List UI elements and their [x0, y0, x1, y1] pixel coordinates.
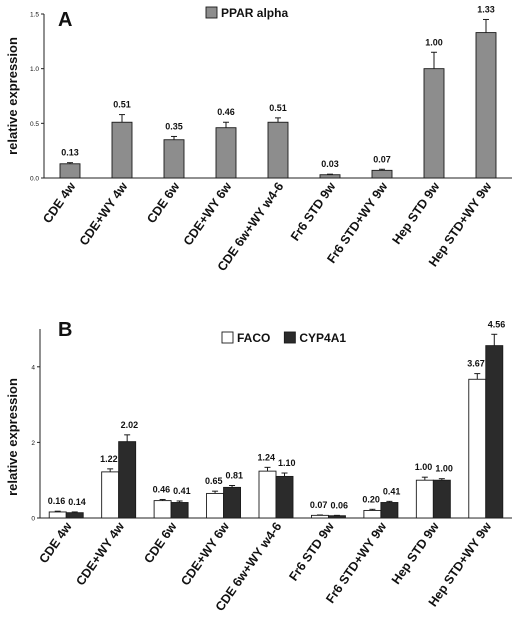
panel-b-legend-swatch	[283, 331, 296, 344]
panel-b-xtick-label: CDE 4w	[37, 519, 75, 565]
panel-b-bar-cyp4a1	[275, 475, 294, 519]
panel-a-legend-label: PPAR alpha	[221, 6, 288, 20]
panel-b-bar-cyp4a1	[118, 441, 137, 519]
panel-a-data-label: 0.51	[113, 100, 131, 110]
panel-b-ytick-label: 0	[31, 516, 35, 523]
panel-a-letter: A	[58, 9, 72, 31]
panel-b-xtick-label: Hep STD 9w	[389, 519, 442, 586]
panel-b-data-label: 4.56	[488, 319, 506, 329]
panel-b-bar-cyp4a1	[432, 479, 451, 519]
panel-b-data-label: 0.16	[48, 496, 66, 506]
panel-b-bar-cyp4a1	[65, 512, 84, 519]
panel-b-data-label: 0.46	[153, 484, 171, 494]
panel-a-bar-ppar-alpha	[371, 169, 393, 179]
panel-b-data-label: 0.14	[68, 497, 86, 507]
panel-b-chart: 0 2 4 0.16 1.22 0.46 0.65 1.24 0.07 0.20 1.00 3.67 0…	[31, 319, 512, 614]
panel-a-bar-ppar-alpha	[475, 32, 497, 179]
panel-b-xtick-label: CDE+WY 6w	[178, 519, 232, 588]
panel-b-data-label: 2.02	[121, 420, 139, 430]
panel-b-bar-faco	[468, 378, 487, 519]
panel-a-data-label: 0.51	[269, 103, 287, 113]
panel-b-bar-cyp4a1	[170, 502, 189, 519]
panel-b-bar-cyp4a1	[380, 502, 399, 519]
panel-a-data-label: 0.35	[165, 121, 183, 131]
panel-b-legend-swatch	[221, 331, 234, 344]
panel-a-legend-swatch	[205, 6, 218, 19]
panel-b-xtick-label: Fr6 STD 9w	[286, 519, 337, 583]
panel-b-ytick-label: 2	[31, 440, 35, 447]
panel-a-bar-ppar-alpha	[215, 127, 237, 179]
panel-b-ytick-label: 4	[31, 364, 35, 371]
panel-a-bar-ppar-alpha	[163, 139, 185, 179]
panel-a-xtick-label: CDE+WY 4w	[77, 179, 131, 248]
panel-b-data-label: 3.67	[467, 359, 485, 369]
panel-a-ytick-label: 0.0	[30, 176, 39, 183]
panel-b-data-label: 1.24	[257, 452, 275, 462]
panel-b-data-label: 1.00	[415, 462, 433, 472]
panel-a-data-label: 0.13	[61, 148, 79, 158]
panel-b-legend-label: FACO	[237, 331, 270, 345]
panel-a-bar-ppar-alpha	[319, 174, 341, 179]
panel-a-data-label: 1.33	[477, 4, 495, 14]
panel-a-xtick-label: CDE 6w	[144, 179, 182, 225]
panel-b-bar-faco	[363, 509, 382, 519]
panel-b-data-label: 0.41	[173, 486, 191, 496]
panel-a-xtick-label: CDE 4w	[40, 179, 78, 225]
panel-b-bar-cyp4a1	[327, 515, 346, 519]
panel-a-ytick-label: 1.0	[30, 66, 39, 73]
panel-b-data-label: 0.65	[205, 476, 223, 486]
panel-a-ylabel: relative expression	[5, 37, 20, 155]
panel-b-data-label: 0.81	[226, 470, 244, 480]
panel-a-data-label: 0.03	[321, 159, 339, 169]
panel-a-bar-ppar-alpha	[111, 121, 133, 179]
panel-b-bar-faco	[153, 500, 172, 519]
panel-a-data-label: 0.46	[217, 107, 235, 117]
panel-b-legend-label: CYP4A1	[299, 331, 346, 345]
panel-b-data-label: 1.10	[278, 458, 296, 468]
panel-b-data-label: 1.22	[100, 454, 118, 464]
panel-b-xtick-label: CDE+WY 4w	[73, 519, 127, 588]
panel-b-letter: B	[58, 319, 72, 341]
panel-a-ytick-label: 1.5	[30, 12, 39, 19]
panel-b-bar-faco	[101, 471, 120, 519]
panel-b-bar-faco	[415, 479, 434, 519]
panel-b-bar-cyp4a1	[485, 345, 504, 519]
panel-a-xtick-label: Hep STD 9w	[390, 179, 443, 246]
panel-b-xtick-label: CDE 6w	[141, 519, 179, 565]
panel-b-data-label: 0.20	[362, 494, 380, 504]
panel-a-bar-ppar-alpha	[267, 121, 289, 179]
panel-b-bar-faco	[258, 470, 277, 519]
panel-b-bar-faco	[48, 511, 67, 519]
panel-b-bar-faco	[310, 514, 329, 519]
panel-b-ylabel: relative expression	[5, 378, 20, 496]
panel-a-bar-ppar-alpha	[59, 163, 81, 179]
panel-b-bar-faco	[206, 492, 225, 519]
panel-a-xtick-label: CDE+WY 6w	[181, 179, 235, 248]
panel-b-data-label: 1.00	[435, 464, 453, 474]
panel-a-ytick-label: 0.5	[30, 121, 39, 128]
panel-a-bar-ppar-alpha	[423, 68, 445, 179]
panel-a-xtick-label: Fr6 STD 9w	[288, 179, 339, 243]
panel-a-data-label: 1.00	[425, 37, 443, 47]
panel-b-data-label: 0.41	[383, 486, 401, 496]
panel-a-data-label: 0.07	[373, 154, 391, 164]
panel-b-bar-cyp4a1	[223, 486, 242, 519]
panel-a-chart: 0.0 0.5 1.0 1.5 0.13 0.51 0.35 0.46 0.51 0.03 0.07…	[30, 4, 512, 274]
panel-b-data-label: 0.06	[330, 500, 348, 510]
panel-b-data-label: 0.07	[310, 500, 328, 510]
